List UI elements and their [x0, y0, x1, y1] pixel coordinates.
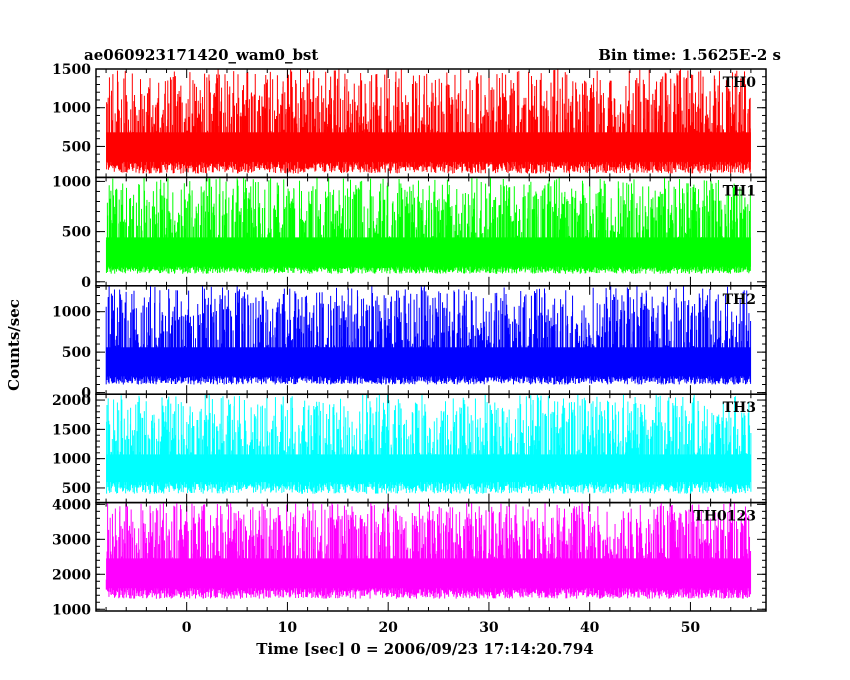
- y-tick-label: 1500: [52, 422, 91, 438]
- y-tick-label: 4000: [52, 497, 91, 513]
- panels-group: 50010001500TH005001000TH105001000TH25001…: [52, 62, 767, 636]
- panel-th2: 0 500 1000 TH2: [52, 285, 767, 402]
- y-tick-label: 0: [81, 275, 91, 291]
- y-tick-label: 3000: [52, 532, 91, 548]
- panel-th1: 0 500 1000 TH1: [52, 174, 767, 291]
- x-axis-label: Time [sec] 0 = 2006/09/23 17:14:20.794: [256, 640, 593, 658]
- x-tick-label: 20: [378, 620, 398, 636]
- panel-th3: 500 1000 1500 2000 TH3: [52, 393, 767, 504]
- y-tick-label: 2000: [52, 393, 91, 409]
- y-tick-label: 500: [62, 345, 91, 361]
- bin-time-label: Bin time: 1.5625E-2 s: [598, 46, 781, 64]
- panel-label-th0123: TH0123: [693, 509, 756, 525]
- y-tick-label: 2000: [52, 567, 91, 583]
- panel-label-th0: TH0: [723, 75, 757, 91]
- chart-title: ae060923171420_wam0_bst: [84, 46, 318, 64]
- series-th2: [105, 286, 752, 385]
- panel-frame: [95, 501, 767, 612]
- y-tick-label: 0: [81, 386, 91, 402]
- x-tick-label: 40: [580, 620, 600, 636]
- y-tick-label: 1000: [52, 305, 91, 321]
- y-tick-label: 1000: [52, 101, 91, 117]
- y-tick-label: 500: [62, 139, 91, 155]
- panel-th0: 500 1000 1500 TH0: [52, 62, 767, 179]
- panel-th0123: 1000 2000 3000 4000 TH0123: [52, 497, 767, 618]
- series-th1: [105, 177, 751, 274]
- panel-label-th2: TH2: [723, 292, 756, 308]
- x-tick-label: 30: [479, 620, 499, 636]
- series-th0: [106, 69, 751, 174]
- x-tick-label: 50: [681, 620, 701, 636]
- x-tick-label: 0: [182, 620, 192, 636]
- y-tick-label: 1000: [52, 452, 91, 468]
- y-axis-label: Counts/sec: [5, 299, 23, 391]
- y-tick-label: 500: [62, 225, 91, 241]
- panel-label-th3: TH3: [723, 400, 756, 416]
- series-th0123: [105, 502, 752, 599]
- panel-label-th1: TH1: [723, 183, 756, 199]
- y-tick-label: 500: [62, 481, 91, 497]
- x-tick-label: 10: [278, 620, 298, 636]
- series-th3: [106, 394, 752, 494]
- y-tick-label: 1500: [52, 62, 91, 78]
- y-tick-label: 1000: [52, 602, 91, 618]
- y-tick-label: 1000: [52, 174, 91, 190]
